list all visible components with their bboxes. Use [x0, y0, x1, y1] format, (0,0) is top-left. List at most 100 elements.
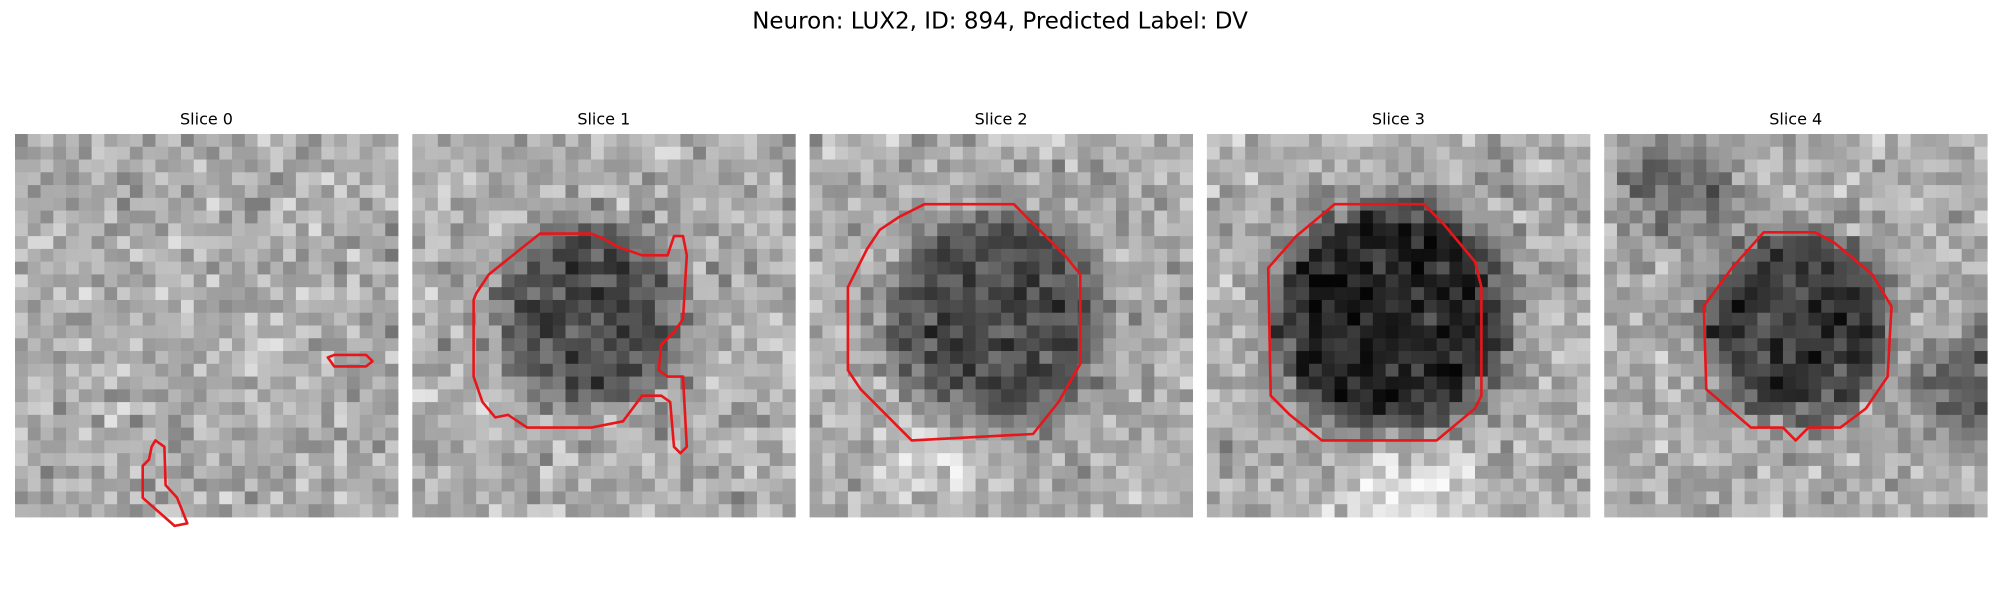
- pixel: [578, 236, 592, 250]
- pixel: [718, 376, 732, 390]
- pixel: [809, 197, 823, 211]
- pixel: [847, 465, 862, 480]
- pixel: [578, 274, 592, 288]
- pixel: [1141, 351, 1155, 365]
- pixel: [1257, 325, 1272, 339]
- pixel: [1001, 172, 1015, 186]
- pixel: [1872, 478, 1886, 492]
- pixel: [155, 414, 169, 429]
- pixel: [1167, 402, 1181, 416]
- pixel: [1309, 274, 1323, 288]
- pixel: [308, 261, 322, 275]
- pixel: [1398, 478, 1412, 492]
- pixel: [1616, 236, 1631, 250]
- pixel: [1538, 440, 1552, 454]
- pixel: [514, 325, 528, 339]
- pixel: [180, 325, 195, 339]
- pixel: [962, 134, 976, 148]
- pixel: [962, 351, 976, 365]
- pixel: [501, 325, 515, 339]
- pixel: [1885, 287, 1899, 301]
- pixel: [155, 389, 169, 403]
- pixel: [193, 146, 207, 160]
- pixel: [1296, 478, 1310, 492]
- pixel: [1462, 414, 1476, 429]
- pixel: [1936, 440, 1950, 454]
- pixel: [283, 389, 297, 403]
- pixel: [924, 248, 938, 263]
- pixel: [629, 159, 643, 173]
- pixel: [514, 389, 528, 403]
- pixel: [1296, 440, 1310, 454]
- pixel: [1462, 236, 1476, 250]
- pixel: [539, 172, 554, 186]
- pixel: [1309, 146, 1323, 160]
- pixel: [975, 236, 989, 250]
- pixel: [270, 274, 284, 288]
- pixel: [295, 351, 310, 365]
- pixel: [1309, 491, 1323, 505]
- pixel: [1821, 134, 1835, 148]
- pixel: [1577, 197, 1591, 211]
- pixel: [1551, 440, 1565, 454]
- pixel: [975, 491, 989, 505]
- pixel: [1462, 185, 1476, 199]
- pixel: [1693, 287, 1707, 301]
- pixel: [1001, 223, 1015, 237]
- pixel: [78, 363, 92, 377]
- pixel: [1719, 427, 1733, 441]
- pixel: [1655, 236, 1669, 250]
- pixel: [975, 210, 989, 224]
- pixel: [66, 261, 80, 275]
- pixel: [1270, 172, 1284, 186]
- pixel: [1846, 159, 1860, 173]
- pixel: [527, 491, 541, 505]
- pixel: [1462, 465, 1476, 480]
- pixel: [527, 210, 541, 224]
- pixel: [591, 172, 605, 186]
- pixel: [847, 427, 862, 441]
- pixel: [1052, 197, 1066, 211]
- pixel: [1834, 312, 1848, 326]
- pixel: [1296, 248, 1310, 263]
- pixel: [385, 478, 399, 492]
- pixel: [693, 453, 707, 467]
- pixel: [565, 134, 579, 148]
- pixel: [1846, 465, 1860, 480]
- pixel: [206, 325, 220, 339]
- pixel: [886, 287, 900, 301]
- pixel: [1885, 248, 1899, 263]
- pixel: [142, 312, 156, 326]
- pixel: [1526, 146, 1540, 160]
- pixel: [53, 197, 67, 211]
- pixel: [1232, 248, 1246, 263]
- pixel: [334, 427, 348, 441]
- pixel: [782, 465, 796, 480]
- pixel: [1795, 376, 1809, 390]
- pixel: [950, 389, 964, 403]
- pixel: [1719, 363, 1733, 377]
- pixel: [1859, 376, 1873, 390]
- pixel: [1564, 172, 1578, 186]
- pixel: [835, 453, 849, 467]
- pixel: [1423, 338, 1438, 352]
- pixel: [501, 338, 515, 352]
- pixel: [15, 312, 29, 326]
- pixel: [142, 299, 156, 314]
- pixel: [1013, 491, 1028, 505]
- pixel: [321, 453, 335, 467]
- slice-panel: Slice 3: [1206, 110, 1591, 518]
- pixel: [603, 261, 617, 275]
- pixel: [757, 427, 771, 441]
- pixel: [539, 402, 554, 416]
- pixel: [1897, 197, 1911, 211]
- pixel: [232, 172, 246, 186]
- pixel: [1668, 159, 1682, 173]
- pixel: [501, 197, 515, 211]
- pixel: [450, 504, 464, 518]
- pixel: [1795, 504, 1809, 518]
- pixel: [206, 465, 220, 480]
- pixel: [1808, 376, 1822, 390]
- pixel: [591, 402, 605, 416]
- pixel: [334, 312, 348, 326]
